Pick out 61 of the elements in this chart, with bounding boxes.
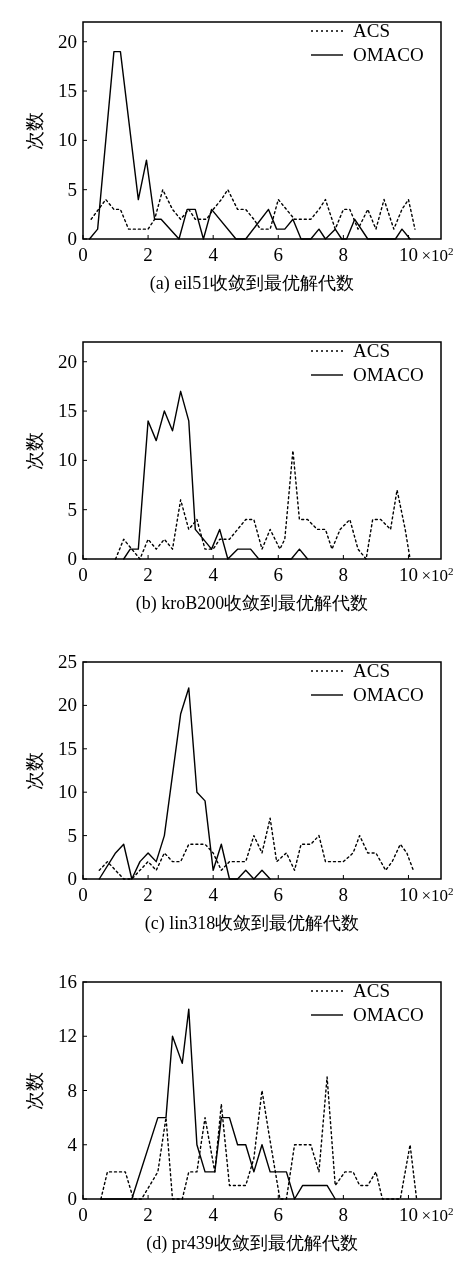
x-tick-label: 6	[273, 564, 284, 585]
legend-label: OMACO	[353, 684, 424, 705]
legend-label: ACS	[353, 20, 390, 41]
x-axis-title: ×10$^{2}$	[421, 245, 454, 265]
x-tick-label: 6	[273, 884, 284, 905]
text: (c) lin318收敛到最优解代数	[144, 913, 360, 934]
y-axis-title: 次数	[24, 111, 45, 150]
x-tick-label: 4	[208, 1204, 219, 1225]
y-tick-label: 15	[58, 400, 77, 422]
legend-label: OMACO	[353, 364, 424, 385]
y-tick-label: 16	[58, 971, 77, 992]
legend-label: OMACO	[353, 44, 424, 65]
y-tick-label: 12	[58, 1025, 77, 1047]
y-tick-label: 0	[67, 1188, 77, 1209]
x-tick-label: 4	[208, 244, 219, 265]
x-tick-label: 10	[398, 884, 418, 905]
x-tick-label: 2	[143, 564, 153, 585]
y-tick-label: 5	[67, 498, 77, 520]
y-tick-label: 10	[58, 781, 77, 803]
x-axis-title: ×10$^{2}$	[421, 1205, 454, 1225]
x-tick-label: 4	[208, 884, 219, 905]
y-tick-label: 5	[67, 178, 77, 200]
text: (a) eil51收敛到最优解代数	[149, 273, 355, 294]
text: (b) kroB200收敛到最优解代数	[135, 593, 369, 614]
x-tick-label: 6	[273, 244, 284, 265]
x-tick-label: 10	[398, 244, 418, 265]
x-tick-label: 10	[398, 1204, 418, 1225]
y-axis-title: 次数	[24, 751, 45, 790]
x-tick-label: 8	[338, 884, 349, 905]
x-tick-label: 4	[208, 564, 219, 585]
x-tick-label: 10	[398, 564, 418, 585]
y-tick-label: 20	[58, 694, 77, 716]
y-tick-label: 10	[58, 129, 77, 151]
y-tick-label: 4	[67, 1133, 78, 1155]
x-tick-label: 8	[338, 244, 349, 265]
x-tick-label: 8	[338, 564, 349, 585]
y-tick-label: 10	[58, 449, 77, 471]
y-axis-title: 次数	[24, 1071, 45, 1110]
y-tick-label: 25	[58, 651, 77, 672]
x-tick-label: 2	[143, 884, 153, 905]
text: (d) pr439收敛到最优解代数	[146, 1233, 358, 1254]
y-tick-label: 8	[67, 1079, 77, 1101]
x-tick-label: 2	[143, 1204, 153, 1225]
x-tick-label: 6	[273, 1204, 284, 1225]
y-tick-label: 0	[67, 868, 77, 889]
y-tick-label: 15	[58, 80, 77, 102]
x-axis-title: ×10$^{2}$	[421, 565, 454, 585]
legend-label: ACS	[353, 980, 390, 1001]
legend-label: OMACO	[353, 1004, 424, 1025]
y-tick-label: 0	[67, 548, 77, 569]
y-tick-label: 15	[58, 737, 77, 759]
x-tick-label: 8	[338, 1204, 349, 1225]
x-axis-title: ×10$^{2}$	[421, 885, 454, 905]
y-tick-label: 5	[67, 824, 77, 846]
y-axis-title: 次数	[24, 431, 45, 470]
y-tick-label: 20	[58, 350, 77, 372]
x-tick-label: 2	[143, 244, 153, 265]
y-tick-label: 0	[67, 228, 77, 249]
y-tick-label: 20	[58, 30, 77, 52]
legend-label: ACS	[353, 660, 390, 681]
legend-label: ACS	[353, 340, 390, 361]
